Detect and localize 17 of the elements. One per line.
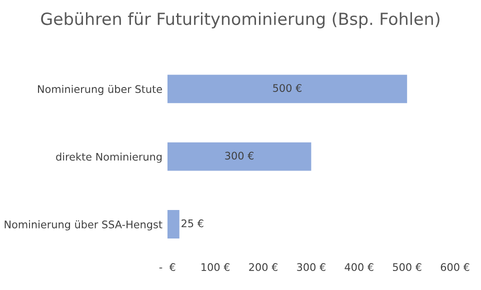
data-label: 300 € (225, 152, 254, 160)
x-tick-label: 400 € (344, 263, 374, 272)
x-tick-label: 300 € (297, 263, 326, 272)
chart-title: Gebühren für Futuritynominierung (Bsp. Fohlen) (41, 12, 440, 28)
y-tick-label: Nominierung über SSA-Hengst (4, 220, 162, 230)
y-tick-label: direkte Nominierung (56, 152, 162, 163)
x-tick-label: - € (159, 263, 176, 272)
x-tick-label: 500 € (392, 263, 422, 272)
bar (167, 210, 180, 238)
bar (167, 142, 312, 171)
x-tick-label: 100 € (202, 263, 230, 272)
x-tick-label: 200 € (249, 263, 278, 272)
bar (167, 74, 408, 104)
x-tick-label: 600 € (440, 263, 470, 272)
data-label: 500 € (273, 84, 302, 92)
data-label: 25 € (182, 219, 204, 228)
y-tick-label: Nominierung über Stute (38, 84, 162, 96)
